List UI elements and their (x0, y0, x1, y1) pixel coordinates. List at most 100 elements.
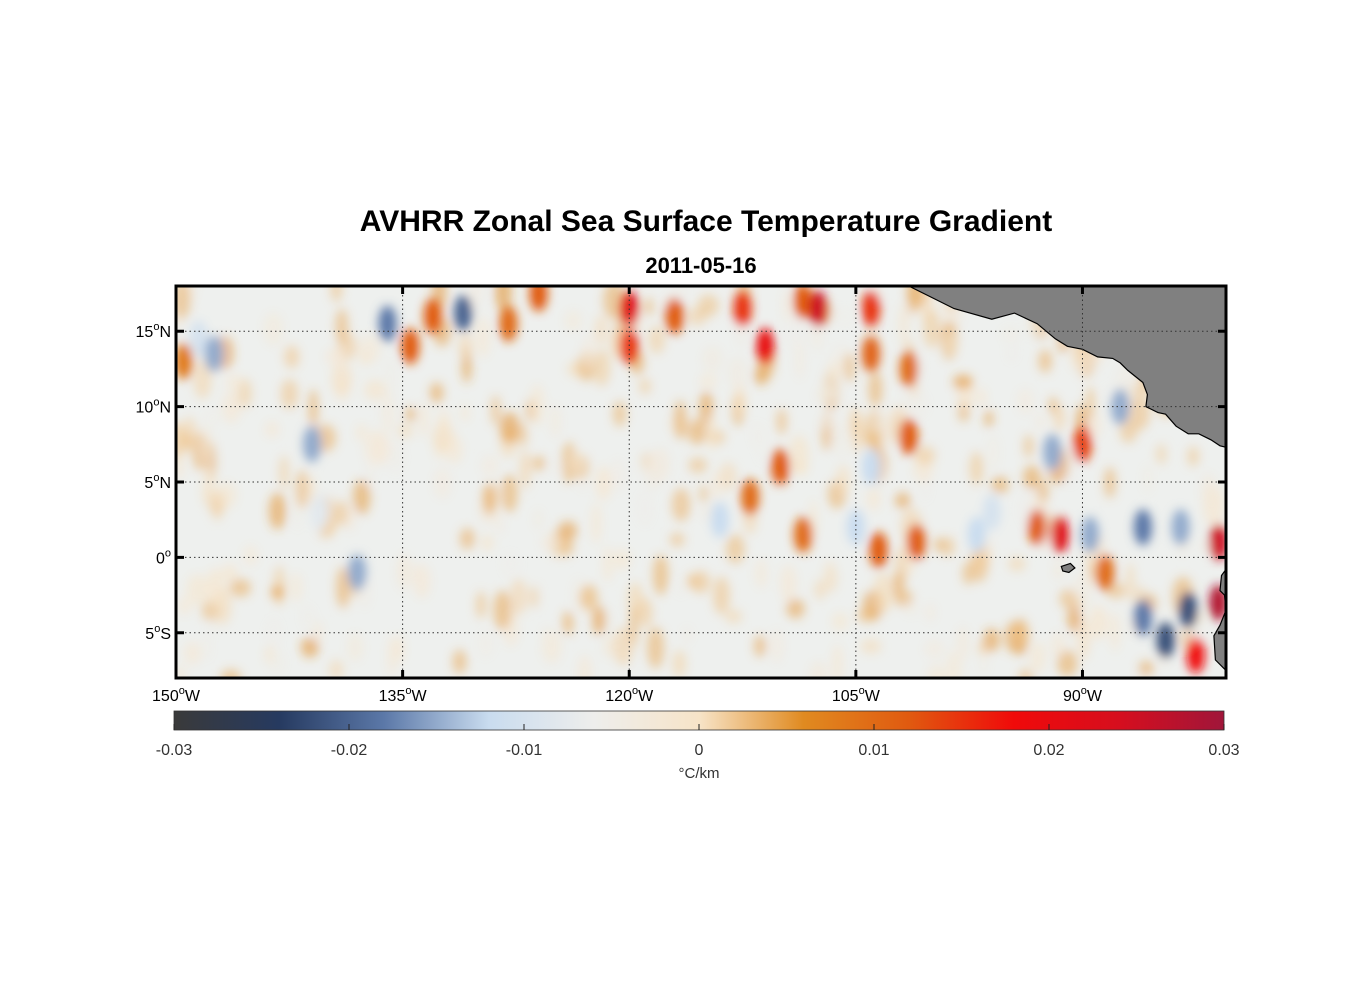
texture-blob (1067, 604, 1082, 633)
colorbar-tick-label: 0.01 (858, 742, 889, 759)
gradient-feature (1111, 388, 1130, 425)
texture-blob (570, 450, 584, 473)
texture-blob (725, 609, 743, 624)
gradient-feature (1171, 509, 1190, 546)
gradient-feature (302, 426, 321, 463)
texture-blob (823, 558, 836, 591)
texture-blob (688, 457, 708, 474)
texture-blob (176, 665, 186, 678)
gradient-feature (861, 290, 880, 327)
texture-blob (263, 312, 284, 347)
texture-blob (561, 441, 577, 484)
texture-blob (364, 379, 387, 401)
texture-blob (669, 532, 685, 547)
texture-blob (914, 445, 936, 465)
texture-blob (986, 433, 1000, 471)
texture-blob (541, 625, 553, 642)
texture-blob (183, 641, 202, 665)
colorbar-tick-label: -0.01 (506, 742, 543, 759)
texture-blob (268, 649, 286, 676)
texture-blob (531, 456, 547, 471)
y-tick-label: 5oN (144, 472, 171, 492)
texture-blob (788, 435, 809, 475)
texture-blob (1029, 641, 1046, 674)
gradient-feature (1081, 516, 1100, 553)
texture-blob (433, 467, 452, 500)
gradient-feature (1043, 433, 1062, 470)
texture-blob (1088, 605, 1109, 640)
gradient-feature (771, 448, 790, 485)
texture-blob (934, 537, 943, 553)
texture-blob (222, 564, 238, 582)
y-tick-label: 10oN (136, 397, 171, 417)
gradient-feature (189, 320, 208, 357)
texture-blob (335, 308, 348, 343)
gradient-feature (529, 286, 548, 312)
gradient-feature (1028, 509, 1047, 546)
texture-blob (476, 591, 486, 619)
texture-blob (872, 572, 894, 614)
texture-blob (1000, 325, 1021, 343)
texture-blob (984, 409, 994, 428)
texture-blob (602, 545, 613, 583)
texture-blob (581, 335, 596, 369)
texture-blob (1106, 582, 1126, 599)
texture-blob (366, 452, 375, 489)
texture-blob (290, 572, 303, 603)
texture-blob (647, 626, 665, 669)
y-tick-label: 5oS (145, 623, 171, 643)
texture-blob (325, 347, 346, 366)
texture-blob (592, 605, 606, 635)
texture-blob (698, 373, 718, 389)
texture-blob (1087, 412, 1101, 439)
texture-blob (831, 422, 853, 459)
texture-blob (944, 331, 958, 358)
texture-blob (502, 553, 522, 575)
gradient-feature (741, 479, 760, 516)
texture-blob (270, 585, 284, 600)
x-tick-label: 150oW (152, 685, 201, 705)
texture-blob (673, 286, 688, 300)
land-masses (908, 286, 1226, 672)
texture-blob (713, 576, 730, 615)
texture-blob (602, 635, 616, 659)
texture-blob (897, 303, 911, 345)
gradient-feature (454, 295, 473, 332)
colorbar-tick-label: 0.02 (1033, 742, 1064, 759)
texture-blob (558, 521, 578, 541)
texture-blob (644, 297, 654, 316)
texture-blob (831, 612, 849, 631)
texture-blob (610, 458, 626, 493)
texture-blob (499, 412, 520, 444)
texture-blob (177, 597, 193, 616)
texture-blob (848, 406, 862, 440)
texture-blob (186, 574, 209, 605)
texture-blob (863, 430, 884, 447)
texture-blob (711, 471, 722, 500)
texture-blob (814, 579, 826, 600)
texture-blob (590, 503, 602, 544)
texture-blob (1085, 386, 1095, 420)
texture-blob (280, 379, 299, 410)
texture-blob (1048, 396, 1058, 414)
texture-blob (769, 628, 785, 665)
texture-blob (639, 378, 651, 395)
map-plot-area: 150oW 135oW 120oW 105oW 90oW 15oN 10oN 5oN 0o 5o… (136, 284, 1228, 705)
texture-blob (279, 455, 289, 490)
colorbar-label: °C/km (679, 765, 720, 782)
land-south-america (1213, 557, 1226, 672)
texture-blob (819, 412, 841, 430)
texture-blob (969, 451, 984, 486)
texture-blob (1038, 349, 1052, 373)
texture-blob (923, 310, 941, 348)
texture-blob (336, 499, 349, 527)
texture-blob (1023, 434, 1034, 458)
gradient-feature (1050, 516, 1069, 553)
gradient-feature (378, 305, 397, 342)
colorbar-tick-label: -0.03 (156, 742, 193, 759)
land-galapagos (1060, 562, 1076, 574)
texture-blob (1155, 443, 1167, 465)
land-central-america (908, 286, 1226, 448)
y-tick-label: 0o (156, 547, 171, 567)
